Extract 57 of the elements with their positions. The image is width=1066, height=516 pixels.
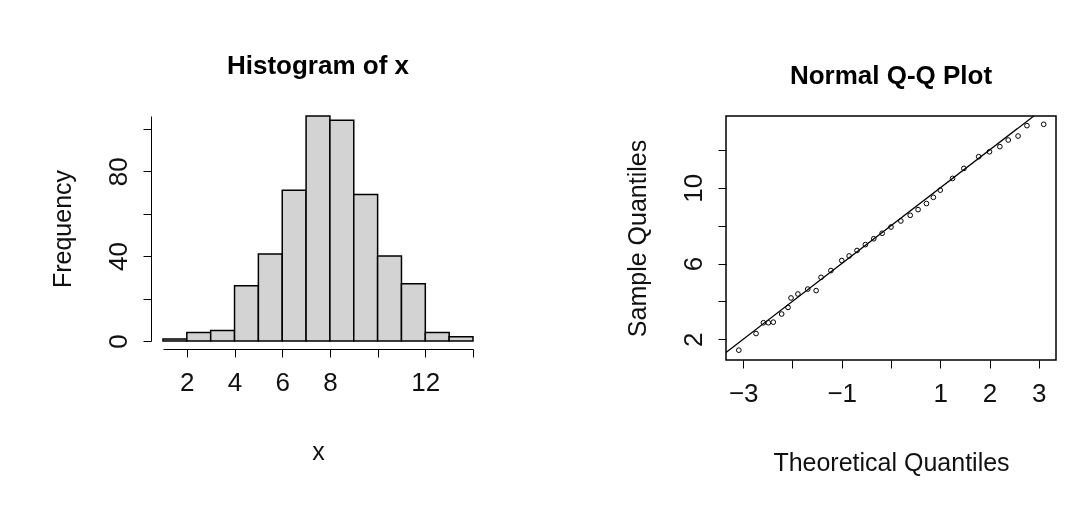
point xyxy=(930,194,937,201)
point xyxy=(804,286,811,292)
point xyxy=(888,224,894,230)
y-tick-label: 80 xyxy=(102,157,133,187)
point xyxy=(770,319,777,326)
point xyxy=(735,347,742,353)
point xyxy=(997,143,1003,150)
point xyxy=(846,253,852,259)
point xyxy=(870,235,877,242)
y-tick-label: 10 xyxy=(677,173,708,203)
point xyxy=(937,187,944,193)
x-tick-label: 6 xyxy=(275,366,290,397)
y-axis-title: Frequency xyxy=(47,169,76,289)
point xyxy=(765,319,772,326)
point xyxy=(898,218,904,224)
point xyxy=(1015,133,1021,139)
x-tick-label: 3 xyxy=(1032,377,1047,408)
chart-title: Histogram of x xyxy=(226,50,410,81)
point xyxy=(778,311,785,317)
y-tick-label: 0 xyxy=(102,334,133,349)
point xyxy=(813,287,819,294)
point xyxy=(1040,121,1047,128)
point xyxy=(975,153,982,160)
point xyxy=(1024,122,1030,129)
x-tick-label: −3 xyxy=(728,377,759,408)
x-axis-title: x xyxy=(312,436,326,465)
point xyxy=(862,241,869,248)
point xyxy=(795,291,801,297)
point xyxy=(838,257,845,264)
x-tick-label: 1 xyxy=(933,377,948,408)
x-axis-title: Theoretical Quantiles xyxy=(773,447,1010,476)
x-tick-label: 4 xyxy=(227,366,243,397)
point xyxy=(961,165,967,172)
point xyxy=(854,247,860,254)
x-tick-label: 8 xyxy=(323,366,338,397)
point xyxy=(949,175,956,182)
y-axis-title: Sample Quantiles xyxy=(622,139,651,338)
chart-title: Normal Q-Q Plot xyxy=(789,60,993,91)
x-tick-label: −1 xyxy=(827,377,858,408)
y-tick-label: 6 xyxy=(677,256,708,272)
point xyxy=(907,212,914,219)
point xyxy=(923,200,930,207)
point xyxy=(828,267,834,274)
y-tick-label: 2 xyxy=(677,332,708,347)
point xyxy=(788,295,794,301)
x-tick-label: 2 xyxy=(982,377,998,408)
x-tick-label: 12 xyxy=(411,366,441,397)
point xyxy=(1005,137,1012,143)
point xyxy=(785,304,791,311)
x-tick-label: 2 xyxy=(180,366,195,397)
y-tick-label: 40 xyxy=(102,242,133,272)
point xyxy=(818,274,824,281)
point xyxy=(986,148,993,155)
point xyxy=(879,230,885,237)
point xyxy=(760,319,767,326)
point xyxy=(915,206,921,213)
point xyxy=(753,330,759,337)
